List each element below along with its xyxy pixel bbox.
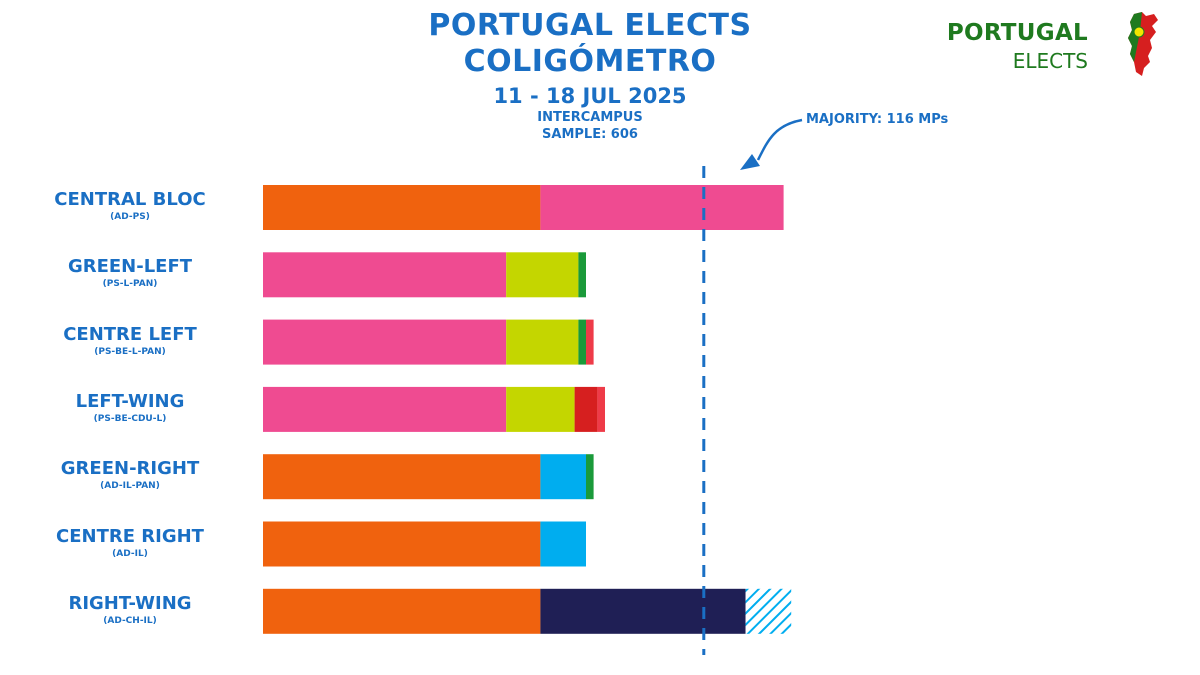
portugal-map-icon bbox=[1128, 12, 1158, 76]
bar-segment-pan bbox=[578, 319, 586, 365]
coalition-parties: (PS-L-PAN) bbox=[102, 279, 158, 290]
coalition-name: GREEN-RIGHT bbox=[60, 458, 200, 480]
coalition-parties: (AD-PS) bbox=[110, 212, 150, 222]
coalition-parties: (PS-BE-L-PAN) bbox=[94, 346, 166, 357]
coalition-label: RIGHT-WING (AD-CH-IL) bbox=[40, 593, 220, 626]
bar-segment-ad bbox=[263, 454, 541, 500]
coalition-name: CENTRE LEFT bbox=[63, 323, 197, 345]
majority-arrow bbox=[756, 118, 803, 161]
coalition-parties: (PS-BE-CDU-L) bbox=[93, 413, 167, 424]
majority-label: MAJORITY: 116 MPs bbox=[806, 112, 949, 127]
coalition-name: GREEN-LEFT bbox=[67, 256, 193, 278]
bar-segment-ad bbox=[263, 185, 541, 230]
coalition-label: CENTRE LEFT (PS-BE-L-PAN) bbox=[40, 324, 220, 357]
coalition-parties: (AD-IL) bbox=[112, 548, 148, 559]
bar-segment-cdu bbox=[574, 386, 598, 432]
bar-segment-be bbox=[586, 319, 594, 365]
bar-segment-ps bbox=[263, 319, 507, 365]
bar-segment-ps bbox=[263, 386, 507, 432]
coalition-name: CENTRE RIGHT bbox=[56, 525, 204, 547]
coalition-name: RIGHT-WING bbox=[68, 592, 192, 614]
pollster-name: INTERCAMPUS bbox=[537, 110, 643, 125]
majority-arrowhead bbox=[740, 154, 760, 170]
coalition-label: GREEN-RIGHT (AD-IL-PAN) bbox=[40, 458, 220, 491]
bar-segment-ch bbox=[540, 588, 746, 634]
coalition-label: LEFT-WING (PS-BE-CDU-L) bbox=[40, 391, 220, 424]
coalition-parties: (AD-IL-PAN) bbox=[100, 481, 160, 492]
bar-segment-ad bbox=[263, 521, 541, 567]
chart-title-line1: PORTUGAL ELECTS bbox=[428, 8, 752, 43]
bar-segment-l bbox=[506, 386, 575, 432]
chart-title-line2: COLIGÓMETRO bbox=[463, 44, 717, 79]
portugal-elects-logo: PORTUGAL ELECTS bbox=[947, 12, 1178, 80]
logo-text-elects: ELECTS bbox=[1012, 49, 1088, 73]
bar-segment-pan bbox=[578, 252, 586, 298]
logo-text-portugal: PORTUGAL bbox=[946, 20, 1088, 46]
bar-segment-l bbox=[506, 319, 579, 365]
bar-segment-il bbox=[745, 588, 792, 634]
coalition-label: CENTRE RIGHT (AD-IL) bbox=[40, 526, 220, 559]
coalition-label: GREEN-LEFT (PS-L-PAN) bbox=[40, 256, 220, 289]
bar-segment-l bbox=[506, 252, 579, 298]
bar-segment-il bbox=[540, 454, 586, 500]
coalition-label: CENTRAL BLOC (AD-PS) bbox=[40, 189, 220, 222]
bar-segment-pan bbox=[586, 454, 594, 500]
coalition-name: LEFT-WING bbox=[75, 390, 185, 412]
sample-size: SAMPLE: 606 bbox=[542, 127, 638, 142]
bar-segment-ps bbox=[263, 252, 507, 298]
bar-segment-il bbox=[540, 521, 586, 567]
bar-segment-ps bbox=[540, 185, 784, 230]
poll-dates: 11 - 18 JUL 2025 bbox=[493, 84, 687, 108]
bar-segment-ad bbox=[263, 588, 541, 634]
coalition-parties: (AD-CH-IL) bbox=[103, 615, 157, 626]
bar-segment-be bbox=[597, 386, 605, 432]
coalition-name: CENTRAL BLOC bbox=[54, 189, 206, 210]
